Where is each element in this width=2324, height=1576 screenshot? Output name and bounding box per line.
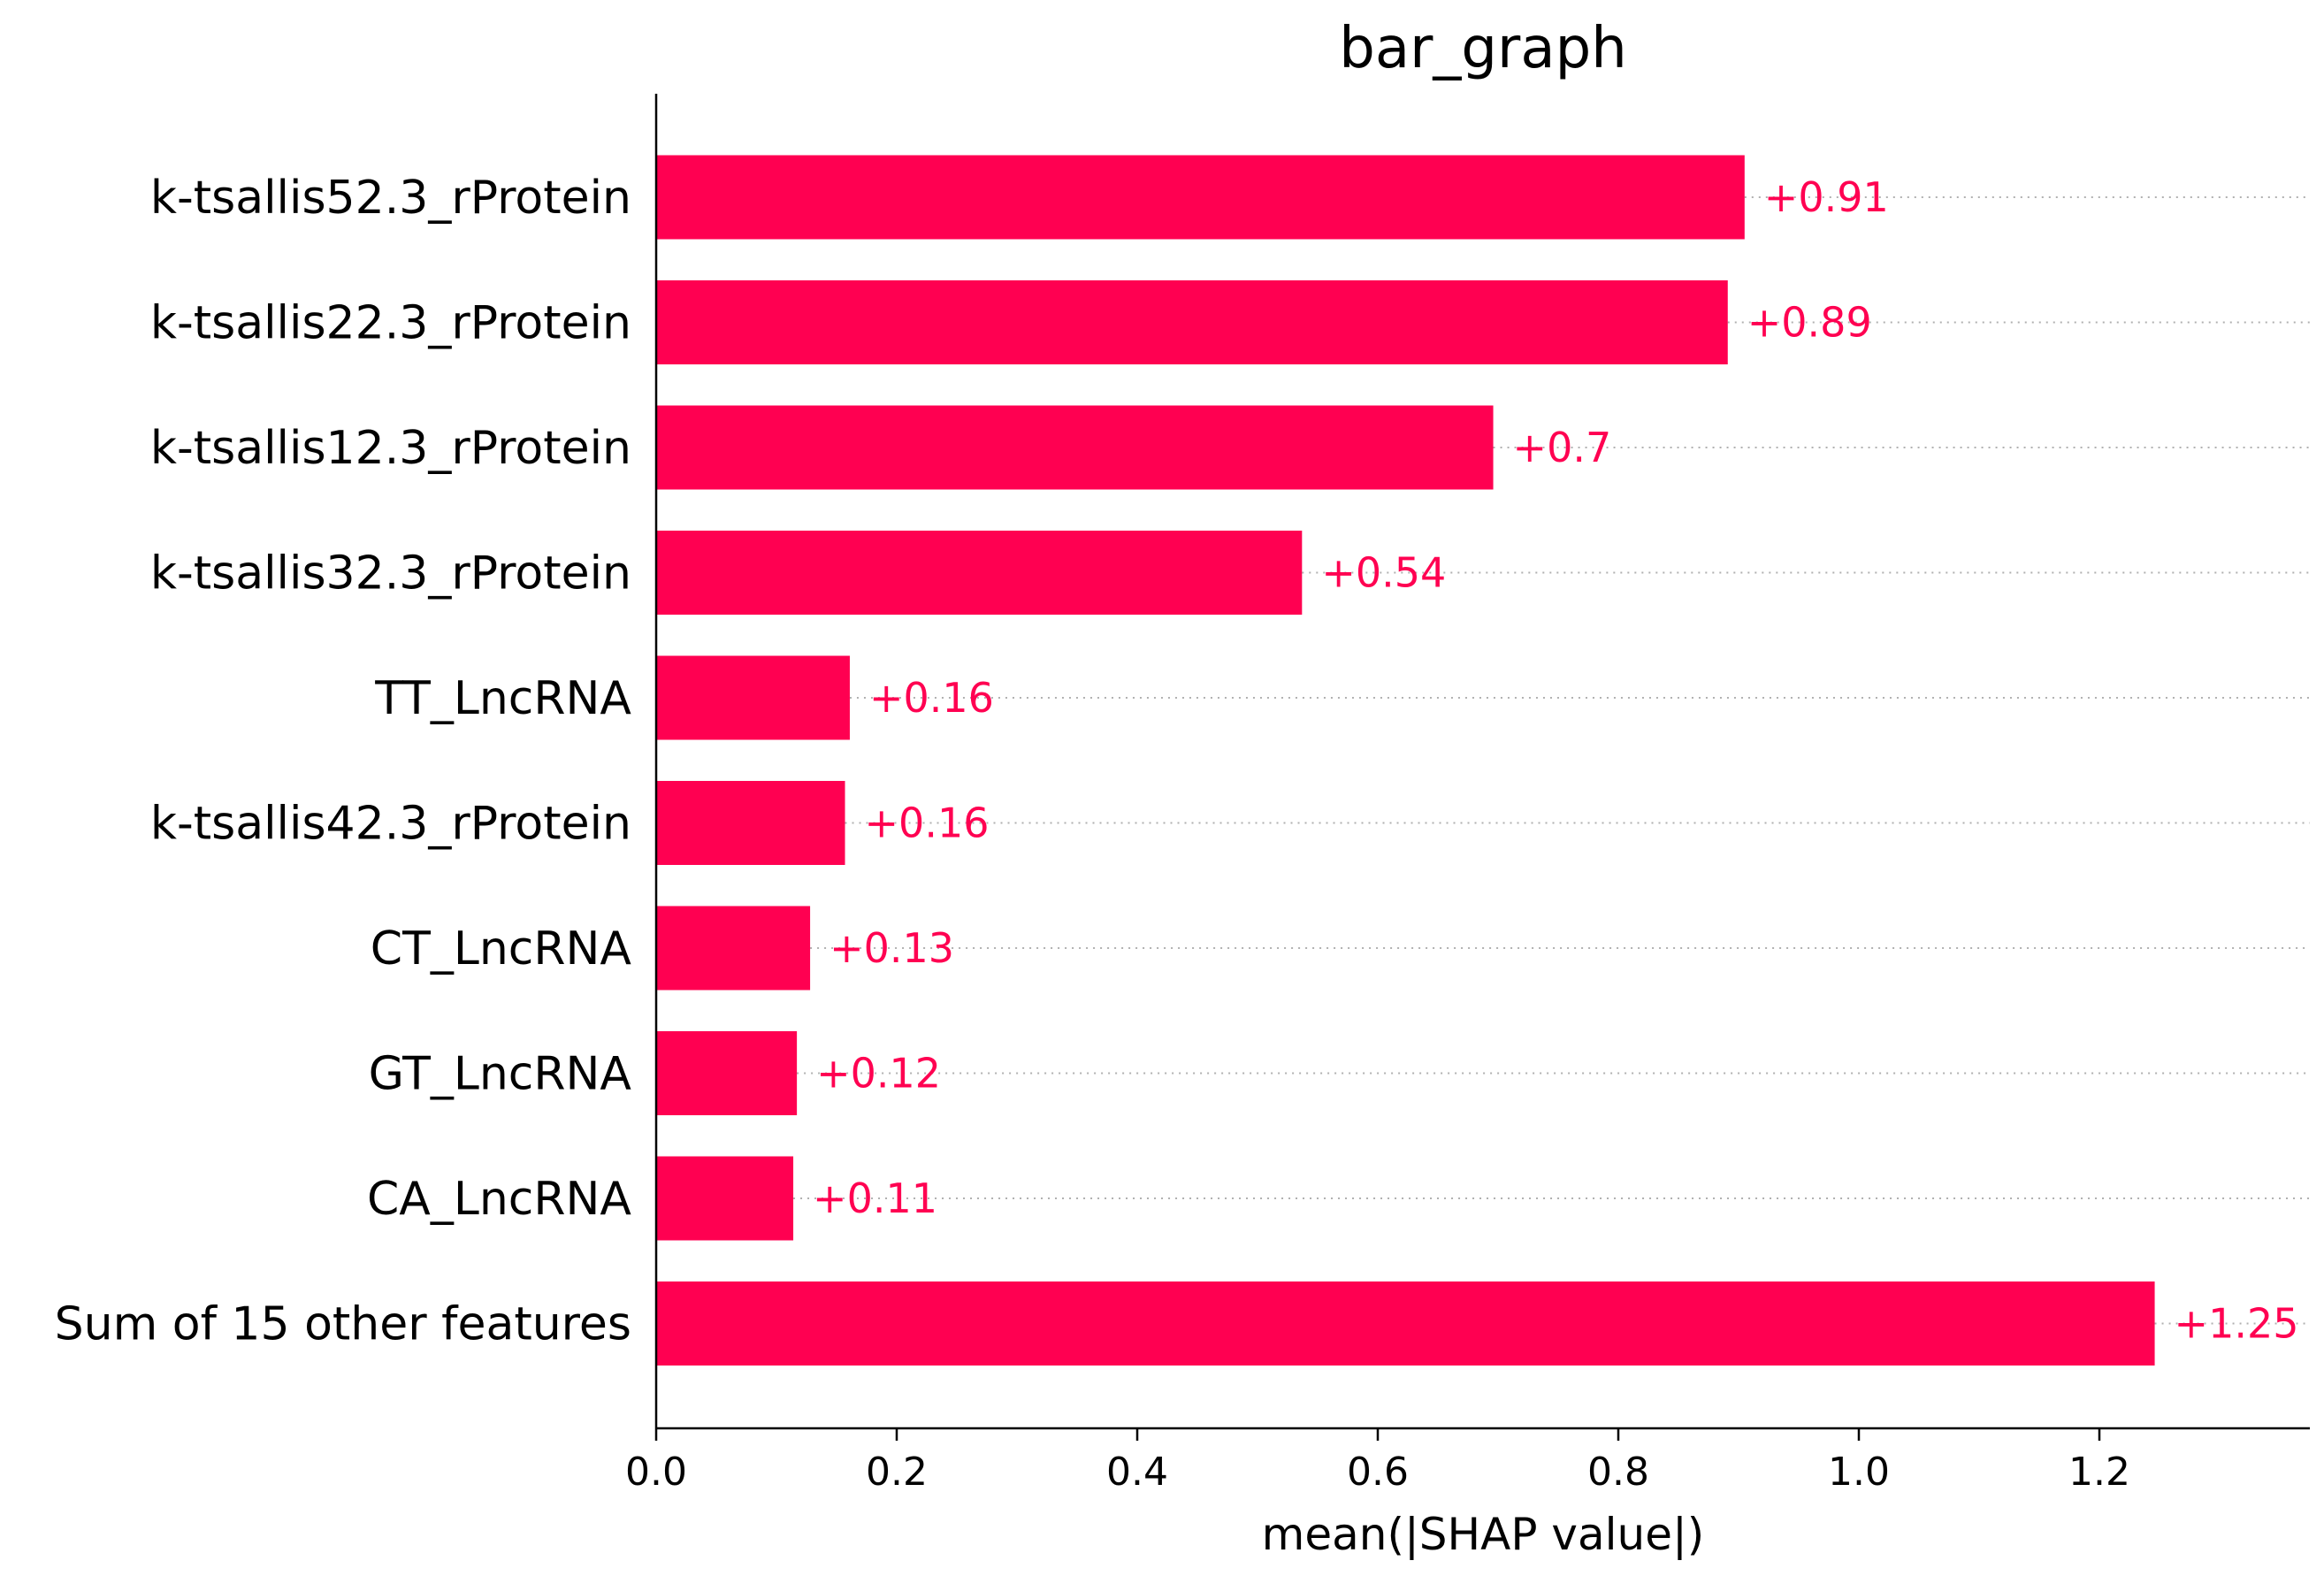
x-tick-label: 0.4 [1106, 1450, 1168, 1495]
bar [656, 1156, 794, 1241]
bar [656, 906, 811, 991]
value-label: +0.16 [865, 799, 990, 847]
category-labels: k-tsallis52.3_rProtein k-tsallis22.3_rPro… [55, 172, 632, 1351]
bar [656, 531, 1303, 615]
category-label: TT_LncRNA [374, 672, 631, 725]
x-tick-label: 1.0 [1828, 1450, 1890, 1495]
bar [656, 1031, 798, 1115]
value-label: +0.7 [1513, 424, 1612, 471]
value-label: +0.16 [869, 674, 994, 722]
guide-lines [793, 196, 2310, 1325]
bars [656, 155, 2155, 1366]
value-label: +1.25 [2175, 1300, 2299, 1348]
value-label: +0.11 [813, 1174, 937, 1222]
x-axis-label: mean(|SHAP value|) [1262, 1509, 1705, 1560]
x-tick-label: 0.0 [625, 1450, 687, 1495]
x-tick-label: 0.6 [1347, 1450, 1409, 1495]
x-tick-label: 0.2 [866, 1450, 928, 1495]
bar [656, 155, 1745, 240]
category-label: k-tsallis52.3_rProtein [150, 172, 631, 225]
value-label: +0.13 [829, 924, 954, 972]
value-label: +0.12 [816, 1050, 941, 1098]
bar [656, 1281, 2155, 1366]
value-label: +0.89 [1747, 299, 1872, 347]
chart-title: bar_graph [1339, 16, 1627, 81]
bar [656, 405, 1494, 490]
category-label: k-tsallis42.3_rProtein [150, 798, 631, 851]
bar [656, 655, 850, 740]
category-label: Sum of 15 other features [55, 1298, 631, 1351]
x-tick-label: 1.2 [2068, 1450, 2130, 1495]
value-label: +0.54 [1321, 549, 1446, 597]
category-label: k-tsallis22.3_rProtein [150, 297, 631, 350]
category-label: k-tsallis32.3_rProtein [150, 547, 631, 601]
x-tick-label: 0.8 [1587, 1450, 1649, 1495]
bar [656, 781, 845, 865]
category-label: k-tsallis12.3_rProtein [150, 422, 631, 475]
category-label: GT_LncRNA [369, 1048, 632, 1101]
value-labels: +0.91 +0.89 +0.7 +0.54 +0.16 +0.16 +0.13 +0.12 +… [813, 173, 2298, 1348]
x-axis-ticks: 0.0 0.2 0.4 0.6 0.8 1.0 1.2 [625, 1428, 2130, 1495]
category-label: CT_LncRNA [371, 922, 632, 975]
category-label: CA_LncRNA [367, 1173, 631, 1226]
value-label: +0.91 [1764, 173, 1889, 221]
bar [656, 280, 1728, 364]
